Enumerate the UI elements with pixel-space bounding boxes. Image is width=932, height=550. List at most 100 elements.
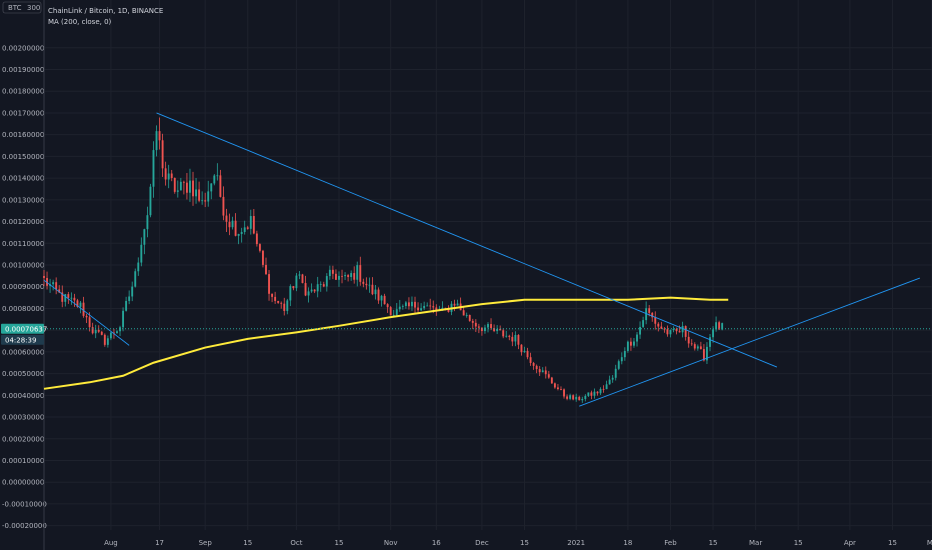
candle <box>699 341 702 350</box>
candle-body <box>240 231 243 235</box>
trendline[interactable] <box>579 277 920 407</box>
candle-body <box>484 327 486 332</box>
time-axis[interactable]: Aug 17 Sep 15 Oct 15 Nov 16 Dec 15 2021 18 Feb 15 Mar 1… <box>104 539 932 547</box>
candle-body <box>456 303 459 306</box>
price-tick-label: 0.00000000 <box>2 479 44 487</box>
price-axis[interactable]: 0.00200000 0.00190000 0.00180000 0.00170000… <box>2 44 47 530</box>
candle <box>538 366 541 376</box>
trendline[interactable] <box>43 279 130 346</box>
candle-body <box>617 361 620 369</box>
candle <box>453 299 456 312</box>
candle-body <box>280 302 283 304</box>
price-tick-label: 0.00160000 <box>2 131 44 139</box>
time-tick-label: 15 <box>335 539 344 547</box>
candle-body <box>143 229 146 245</box>
candle <box>374 284 377 300</box>
candle-body <box>499 328 502 331</box>
candle-body <box>687 336 690 344</box>
time-tick-label: Oct <box>290 539 302 547</box>
time-tick-label: Feb <box>664 539 677 547</box>
candle-body <box>164 168 167 180</box>
currency-badge-background <box>2 1 42 14</box>
candle <box>167 164 170 189</box>
candle <box>645 301 648 325</box>
candle <box>359 256 362 286</box>
time-tick-label: 15 <box>243 539 252 547</box>
candle <box>216 163 219 181</box>
candle-body <box>128 296 131 301</box>
candle <box>277 300 280 304</box>
price-tick-label: 0.00030000 <box>2 414 44 422</box>
candle <box>569 393 572 401</box>
candle-body <box>201 200 204 202</box>
candle <box>249 209 252 235</box>
candle <box>219 169 222 198</box>
candle-body <box>453 303 456 306</box>
plot-area[interactable] <box>43 112 932 407</box>
candle <box>158 117 161 150</box>
candle-body <box>310 289 313 292</box>
candle-body <box>82 302 85 316</box>
candle-body <box>356 265 359 280</box>
candle-body <box>52 282 55 285</box>
candle <box>633 337 635 348</box>
candle <box>535 364 538 374</box>
candle <box>255 230 258 247</box>
candle <box>706 342 708 364</box>
time-tick-label: 15 <box>709 539 718 547</box>
candle <box>581 396 584 403</box>
candle <box>377 287 380 304</box>
time-tick-label: 2021 <box>567 539 585 547</box>
price-tick-label: 0.00120000 <box>2 218 44 226</box>
moving-average-line[interactable] <box>43 296 729 390</box>
currency-badge[interactable]: BTC 300 <box>2 1 42 14</box>
candle-body <box>696 346 699 349</box>
candle <box>605 380 608 390</box>
candle <box>258 243 261 253</box>
candle-body <box>566 396 569 399</box>
candle <box>103 333 106 347</box>
candle-body <box>553 383 556 388</box>
time-tick-label: Apr <box>844 539 856 547</box>
candle <box>617 359 620 371</box>
candle-body <box>407 302 410 307</box>
candle <box>508 334 511 341</box>
candle <box>386 303 389 313</box>
candle-body <box>292 286 295 289</box>
candle <box>347 273 350 282</box>
candle-body <box>341 275 343 277</box>
candle <box>82 296 85 318</box>
candle <box>672 326 675 333</box>
legend-title[interactable]: ChainLink / Bitcoin, 1D, BINANCE <box>48 7 163 15</box>
candle-body <box>204 200 207 202</box>
candle <box>179 177 182 191</box>
candle-body <box>185 182 188 193</box>
candle-body <box>58 289 61 293</box>
candle <box>268 270 270 301</box>
candle <box>271 293 274 303</box>
candle-body <box>678 331 681 333</box>
legend-indicator[interactable]: MA (200, close, 0) <box>48 18 112 26</box>
scale-label: 300 <box>27 4 40 12</box>
candle <box>140 237 143 267</box>
candle <box>480 327 483 336</box>
time-tick-label: Ma <box>927 539 932 547</box>
trendline[interactable] <box>156 112 778 368</box>
candle-body <box>283 303 286 311</box>
trendlines[interactable] <box>43 112 920 407</box>
candle <box>286 298 289 315</box>
candle-body <box>158 131 161 141</box>
candle <box>73 293 76 307</box>
candle-body <box>252 216 255 234</box>
candle <box>505 330 508 338</box>
candle <box>514 331 517 347</box>
candle-body <box>477 326 480 328</box>
price-tick-label: 0.00200000 <box>2 44 44 52</box>
candle-body <box>398 306 401 310</box>
candle <box>407 297 410 310</box>
candle-body <box>368 284 371 286</box>
candle-body <box>602 388 605 390</box>
candle-body <box>271 293 274 297</box>
time-tick-label: Mar <box>749 539 762 547</box>
